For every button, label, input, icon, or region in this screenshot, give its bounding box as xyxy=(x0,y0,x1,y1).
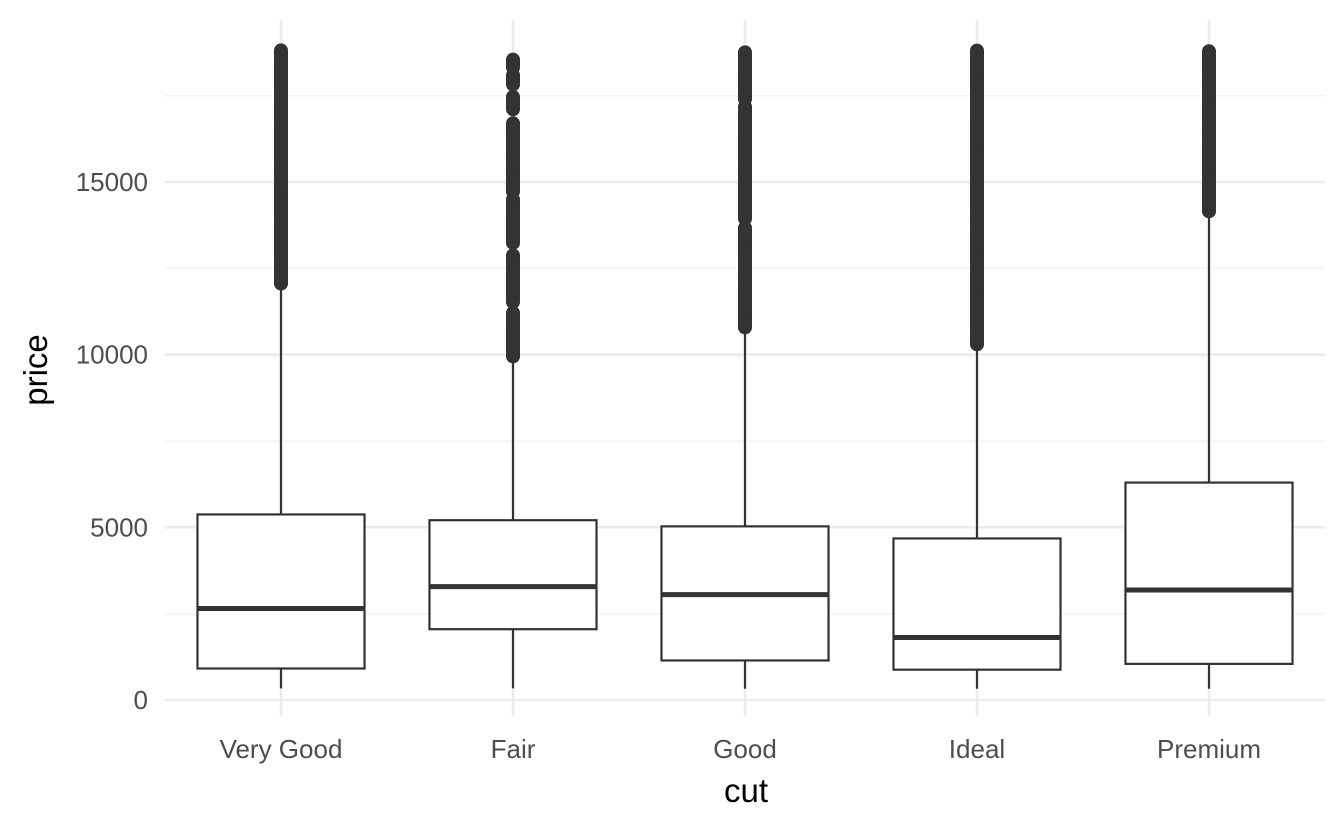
x-tick-label: Premium xyxy=(1157,734,1261,764)
y-axis-title: price xyxy=(17,334,54,406)
box-group xyxy=(1124,44,1294,689)
outlier-point xyxy=(506,305,520,320)
iqr-box xyxy=(1124,481,1294,665)
outlier-point xyxy=(506,52,520,67)
outlier-point xyxy=(506,116,520,131)
outlier-point xyxy=(274,43,288,58)
box-group xyxy=(660,45,830,689)
x-tick-label: Ideal xyxy=(949,734,1005,764)
y-tick-label: 15000 xyxy=(76,167,148,197)
x-tick-label: Good xyxy=(713,734,777,764)
y-tick-labels: 0 5000 10000 15000 xyxy=(76,167,148,715)
outlier-point xyxy=(1202,44,1216,59)
box-group xyxy=(428,52,598,689)
x-tick-label: Fair xyxy=(491,734,536,764)
box-group xyxy=(892,43,1062,689)
iqr-box xyxy=(892,537,1062,671)
x-axis-title: cut xyxy=(724,772,768,809)
box-group xyxy=(196,43,366,689)
outlier-point xyxy=(738,45,752,60)
y-tick-label: 5000 xyxy=(90,512,148,542)
outlier-point xyxy=(506,248,520,263)
outlier-point xyxy=(506,89,520,104)
x-tick-label: Very Good xyxy=(220,734,343,764)
y-tick-label: 0 xyxy=(134,685,148,715)
iqr-box xyxy=(196,513,366,670)
iqr-box xyxy=(428,519,598,631)
outlier-point xyxy=(970,43,984,58)
y-tick-label: 10000 xyxy=(76,340,148,370)
x-tick-labels: Very Good Fair Good Ideal Premium xyxy=(220,734,1261,764)
boxes-layer xyxy=(196,43,1294,689)
